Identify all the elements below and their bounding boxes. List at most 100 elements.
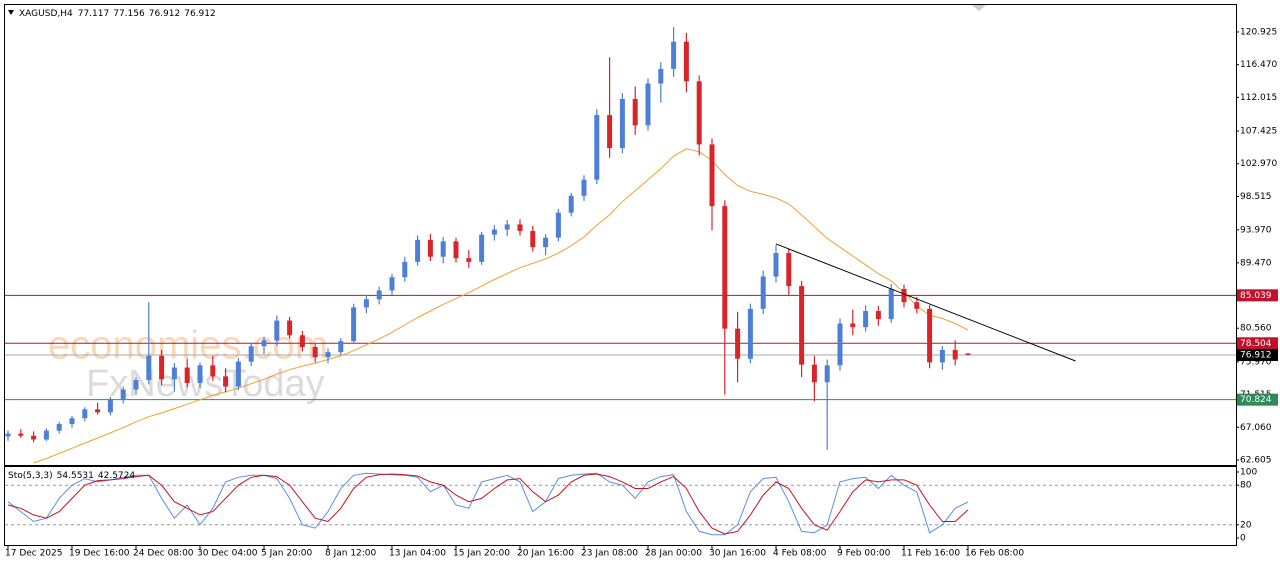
candle-body <box>261 340 267 347</box>
candle-body <box>722 206 728 329</box>
candle-body <box>299 335 305 347</box>
y-tick-label: 20 <box>1240 520 1252 530</box>
y-tick-label: 80.560 <box>1240 324 1272 334</box>
candle-body <box>146 355 152 381</box>
candle-body <box>555 212 561 238</box>
candle-body <box>351 307 357 342</box>
y-tick-label: 100 <box>1240 468 1257 478</box>
candle-body <box>863 311 869 328</box>
signal-value: 42.5724 <box>98 471 135 481</box>
candle-body <box>18 433 24 436</box>
level-label: 78.504 <box>1240 339 1272 349</box>
x-tick-label: 5 Jan 20:00 <box>261 549 313 559</box>
x-tick-label: 16 Feb 08:00 <box>965 549 1024 559</box>
candle-body <box>735 328 741 359</box>
candle-body <box>43 430 49 440</box>
x-tick-label: 8 Jan 12:00 <box>325 549 377 559</box>
candle-body <box>56 424 62 431</box>
candle-body <box>120 389 126 400</box>
y-tick-label: 75.970 <box>1240 357 1272 367</box>
candle-body <box>133 380 139 390</box>
candle-body <box>888 289 894 320</box>
main-pane-frame <box>4 4 1237 466</box>
candle-body <box>799 286 805 365</box>
candle-body <box>786 253 792 287</box>
x-tick-label: 28 Jan 00:00 <box>645 549 702 559</box>
y-tick-label: 67.060 <box>1240 423 1272 433</box>
candle-body <box>389 277 395 291</box>
close-value: 76.912 <box>184 9 216 19</box>
y-tick-label: 116.470 <box>1240 60 1277 70</box>
candle-body <box>479 234 485 262</box>
moving-average <box>33 148 969 464</box>
candle-body <box>402 261 408 278</box>
candle-body <box>287 320 293 336</box>
candle-body <box>632 98 638 126</box>
y-tick-label: 102.970 <box>1240 159 1277 169</box>
y-tick-label: 93.970 <box>1240 225 1272 235</box>
trendline <box>775 243 1076 362</box>
candle-body <box>223 376 229 387</box>
candle-body <box>466 258 472 262</box>
candle-body <box>581 179 587 196</box>
candle-body <box>31 435 37 440</box>
x-tick-label: 30 Dec 04:00 <box>197 549 258 559</box>
x-tick-label: 11 Feb 16:00 <box>901 549 960 559</box>
candle-body <box>568 195 574 213</box>
oscillator-line <box>7 473 969 535</box>
current-price-label: 76.912 <box>1240 350 1272 360</box>
y-tick-label: 80 <box>1240 481 1252 491</box>
candle-body <box>965 353 971 355</box>
candle-body <box>210 365 216 377</box>
candle-body <box>504 224 510 230</box>
x-tick-label: 30 Jan 16:00 <box>709 549 766 559</box>
y-tick-label: 120.925 <box>1240 27 1277 37</box>
scroll-marker <box>972 5 986 11</box>
candle-body <box>82 409 88 419</box>
candle-body <box>171 367 177 380</box>
candle-body <box>811 364 817 383</box>
x-tick-label: 20 Jan 16:00 <box>517 549 574 559</box>
chart-layer: economies.comFxNewsToday120.925116.47011… <box>5 27 1278 559</box>
candle-body <box>645 83 651 126</box>
candle-body <box>107 399 113 413</box>
candle-body <box>363 299 369 308</box>
candle-body <box>235 361 241 387</box>
candle-body <box>184 367 190 383</box>
y-tick-label: 62.605 <box>1240 455 1272 465</box>
oscillator-header: Sto(5,3,3) 54.5531 42.5724 <box>8 471 135 481</box>
level-label-box <box>1237 393 1278 406</box>
y-tick-label: 0 <box>1240 534 1246 544</box>
x-tick-label: 13 Jan 04:00 <box>389 549 446 559</box>
candle-body <box>696 81 702 145</box>
collapse-arrow[interactable] <box>8 10 14 15</box>
candle-body <box>709 144 715 207</box>
candle-body <box>671 41 677 69</box>
watermark: economies.com <box>48 324 328 368</box>
y-tick-label: 107.425 <box>1240 127 1277 137</box>
x-tick-label: 23 Jan 08:00 <box>581 549 638 559</box>
level-label-box <box>1237 337 1278 350</box>
x-tick-label: 9 Feb 00:00 <box>837 549 891 559</box>
x-tick-label: 19 Dec 16:00 <box>69 549 130 559</box>
candle-body <box>159 355 165 380</box>
candle-body <box>453 241 459 259</box>
open-value: 77.117 <box>78 9 110 19</box>
candle-body <box>952 349 958 360</box>
candle-body <box>5 433 11 437</box>
candle-body <box>376 290 382 300</box>
chart-header: XAGUSD,H4 77.117 77.156 76.912 76.912 <box>19 9 216 19</box>
candle-body <box>939 349 945 363</box>
y-tick-label: 89.470 <box>1240 258 1272 268</box>
candle-body <box>543 237 549 248</box>
candle-body <box>850 323 856 328</box>
candle-body <box>760 276 766 309</box>
main-value: 54.5531 <box>57 471 94 481</box>
candle-body <box>427 239 433 257</box>
candle-body <box>901 289 907 303</box>
candle-body <box>517 224 523 232</box>
candle-body <box>914 302 920 309</box>
candle-body <box>747 308 753 359</box>
candle-body <box>69 418 75 425</box>
x-tick-label: 17 Dec 2025 <box>5 549 63 559</box>
